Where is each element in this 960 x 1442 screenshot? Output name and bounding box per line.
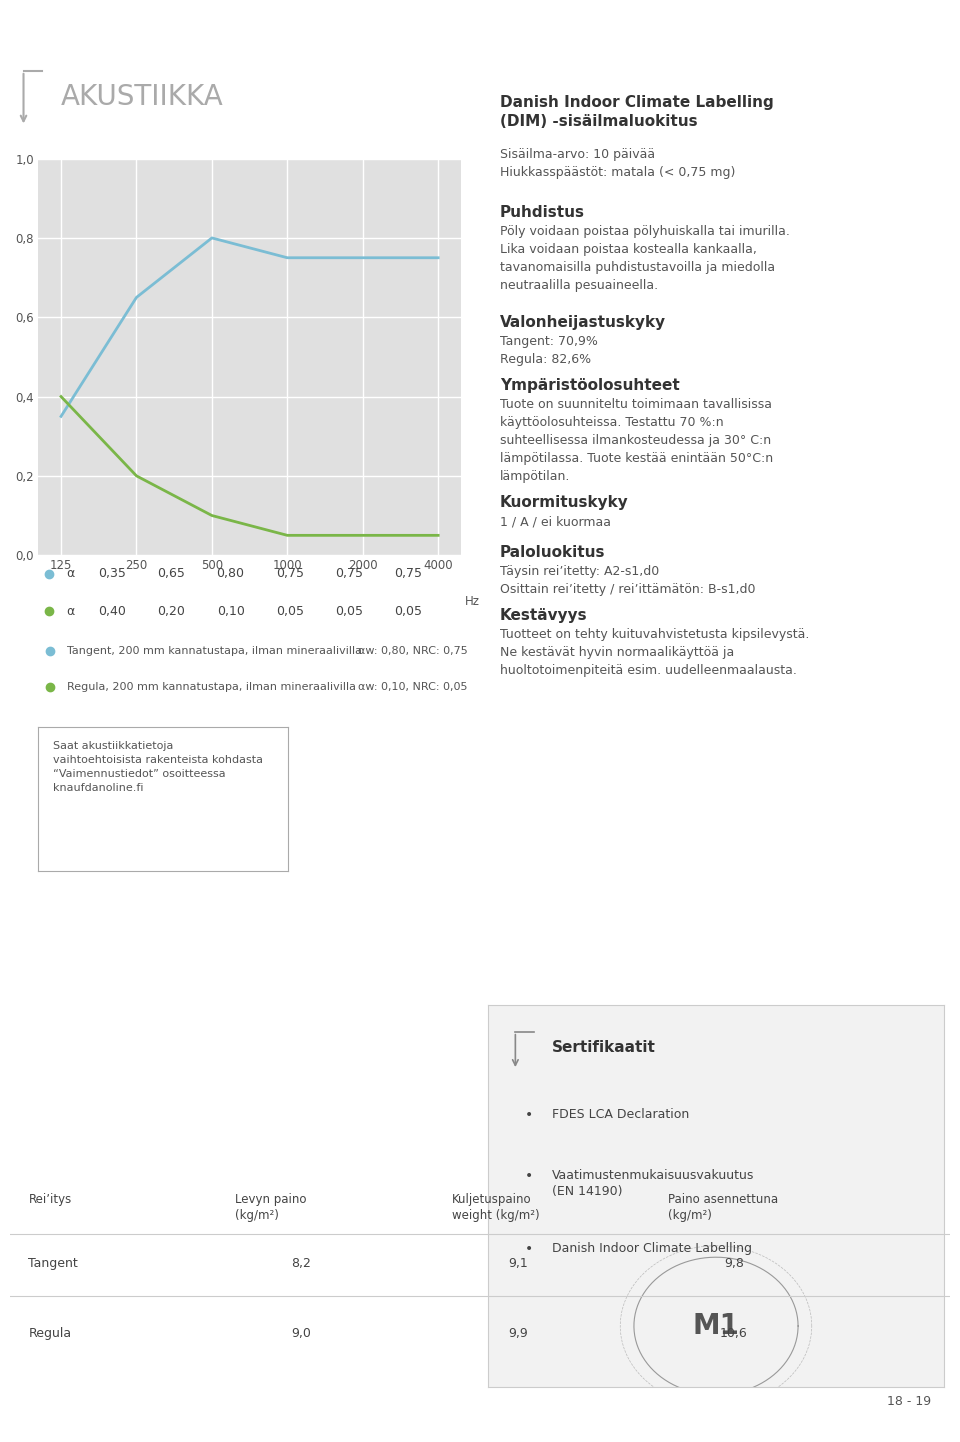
Text: Täysin reiʼitetty: A2-s1,d0
Osittain reiʼitetty / reiʼittämätön: B-s1,d0: Täysin reiʼitetty: A2-s1,d0 Osittain rei… (500, 565, 756, 596)
Text: 1 / A / ei kuormaa: 1 / A / ei kuormaa (500, 515, 611, 528)
Text: Tangent, 200 mm kannatustapa, ilman mineraalivilla: Tangent, 200 mm kannatustapa, ilman mine… (66, 646, 362, 656)
Text: Vaatimustenmukaisuusvakuutus
(EN 14190): Vaatimustenmukaisuusvakuutus (EN 14190) (552, 1169, 755, 1198)
Text: Paino asennettuna
(kg/m²): Paino asennettuna (kg/m²) (668, 1193, 779, 1221)
Text: 0,80: 0,80 (217, 567, 245, 581)
Text: M1: M1 (692, 1312, 739, 1340)
Text: 0,05: 0,05 (276, 604, 303, 619)
Text: Regula, 200 mm kannatustapa, ilman mineraalivilla: Regula, 200 mm kannatustapa, ilman miner… (66, 682, 355, 692)
Text: 9,9: 9,9 (508, 1327, 527, 1340)
Text: 0,40: 0,40 (98, 604, 127, 619)
Text: Ympäristöolosuhteet: Ympäristöolosuhteet (500, 378, 680, 394)
Text: Tangent: 70,9%
Regula: 82,6%: Tangent: 70,9% Regula: 82,6% (500, 335, 598, 366)
Text: Tuote on suunniteltu toimimaan tavallisissa
käyttöolosuhteissa. Testattu 70 %:n
: Tuote on suunniteltu toimimaan tavallisi… (500, 398, 773, 483)
Text: 9,8: 9,8 (724, 1256, 744, 1269)
Text: Saat akustiikkatietoja
vaihtoehtoisista rakenteista kohdasta
“Vaimennustiedot” o: Saat akustiikkatietoja vaihtoehtoisista … (54, 741, 263, 793)
Text: 9,0: 9,0 (291, 1327, 311, 1340)
Text: •: • (525, 1169, 533, 1184)
Text: 0,05: 0,05 (394, 604, 422, 619)
Text: Valonheijastuskyky: Valonheijastuskyky (500, 314, 666, 330)
Text: Regula: Regula (29, 1327, 72, 1340)
Text: Reiʼitys: Reiʼitys (29, 1193, 72, 1206)
Text: 8,2: 8,2 (291, 1256, 311, 1269)
Text: Danish Indoor Climate Labelling: Danish Indoor Climate Labelling (552, 1242, 752, 1255)
Text: 18 - 19: 18 - 19 (887, 1396, 931, 1409)
Text: 0,65: 0,65 (157, 567, 185, 581)
Text: 9,1: 9,1 (508, 1256, 527, 1269)
Text: •: • (525, 1242, 533, 1256)
Text: Pöly voidaan poistaa pölyhuiskalla tai imurilla.
Lika voidaan poistaa kostealla : Pöly voidaan poistaa pölyhuiskalla tai i… (500, 225, 790, 291)
Text: Levyn paino
(kg/m²): Levyn paino (kg/m²) (235, 1193, 307, 1221)
Text: 0,75: 0,75 (276, 567, 303, 581)
Text: α: α (66, 567, 74, 581)
Text: Hz: Hz (465, 594, 480, 609)
Text: Tuotteet on tehty kuituvahvistetusta kipsilevystä.
Ne kestävät hyvin normaalikäy: Tuotteet on tehty kuituvahvistetusta kip… (500, 629, 809, 676)
Text: AKUSTIIKKA: AKUSTIIKKA (61, 82, 224, 111)
Text: Kuormituskyky: Kuormituskyky (500, 495, 629, 510)
Text: Kestävyys: Kestävyys (500, 609, 588, 623)
Text: Kuljetuspaino
weight (kg/m²): Kuljetuspaino weight (kg/m²) (452, 1193, 540, 1221)
Text: αw: 0,10, NRC: 0,05: αw: 0,10, NRC: 0,05 (358, 682, 468, 692)
Text: αw: 0,80, NRC: 0,75: αw: 0,80, NRC: 0,75 (358, 646, 468, 656)
Text: Sisäilma-arvo: 10 päivää
Hiukkasspäästöt: matala (< 0,75 mg): Sisäilma-arvo: 10 päivää Hiukkasspäästöt… (500, 149, 735, 179)
Text: 0,10: 0,10 (217, 604, 245, 619)
Text: Sertifikaatit: Sertifikaatit (552, 1040, 656, 1054)
Text: Danish Indoor Climate Labelling
(DIM) -sisäilmaluokitus: Danish Indoor Climate Labelling (DIM) -s… (500, 95, 774, 128)
Text: 0,75: 0,75 (335, 567, 363, 581)
Text: Tangent: Tangent (29, 1256, 78, 1269)
Text: Paloluokitus: Paloluokitus (500, 545, 606, 559)
Text: 0,20: 0,20 (157, 604, 185, 619)
Text: VISTA: VISTA (695, 23, 745, 37)
Text: 0,35: 0,35 (98, 567, 127, 581)
Text: 10,6: 10,6 (720, 1327, 748, 1340)
Text: Puhdistus: Puhdistus (500, 205, 585, 221)
Text: FDES LCA Declaration: FDES LCA Declaration (552, 1107, 689, 1122)
Text: α: α (66, 604, 74, 619)
Text: •: • (525, 1107, 533, 1122)
Text: 0,75: 0,75 (394, 567, 422, 581)
Text: 0,05: 0,05 (335, 604, 363, 619)
